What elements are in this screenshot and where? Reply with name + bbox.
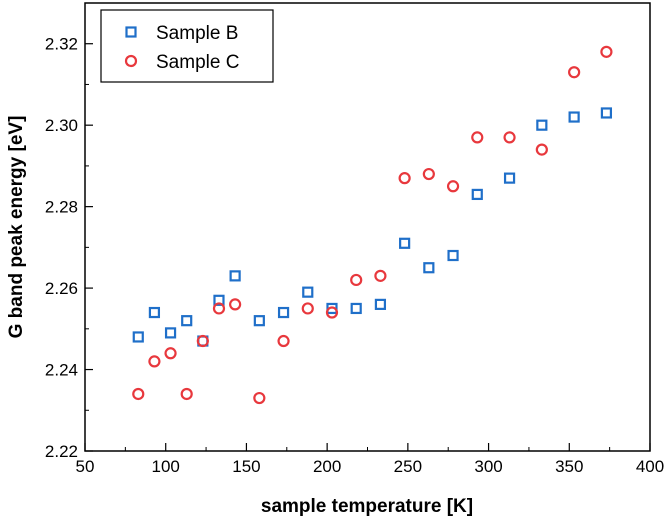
sample-b-point [374, 298, 387, 310]
y-tick-label: 2.32 [45, 35, 78, 54]
sample-c-point [277, 334, 290, 348]
sample-b-point [132, 331, 144, 343]
x-tick-label: 200 [313, 457, 341, 476]
legend: Sample B Sample C [100, 9, 274, 83]
sample-b-point [471, 188, 483, 201]
sample-b-point [277, 306, 290, 319]
y-axis-label: G band peak energy [eV] [6, 116, 27, 339]
sample-c-point [301, 302, 314, 315]
sample-c-point [350, 273, 363, 287]
sample-c-point [229, 298, 242, 311]
sample-c-point [212, 302, 226, 315]
x-tick-label: 400 [636, 457, 664, 476]
sample-c-point [132, 387, 145, 401]
sample-c-point [398, 172, 411, 185]
x-tick-label: 50 [76, 457, 95, 476]
sample-c-point [374, 269, 387, 282]
sample-b-point [536, 119, 548, 131]
y-tick-label: 2.28 [45, 198, 78, 217]
legend-label-sample-c: Sample C [156, 52, 239, 73]
sample-c-point [164, 347, 177, 360]
sample-b-point [253, 315, 265, 327]
sample-c-point [535, 143, 548, 156]
sample-c-point [568, 66, 581, 79]
sample-b-point [503, 172, 516, 184]
sample-b-point [302, 286, 314, 298]
sample-b-point [181, 315, 193, 327]
legend-box [100, 9, 274, 83]
sample-b-point [164, 327, 177, 339]
sample-c-point [422, 167, 435, 181]
sample-c-point [471, 131, 484, 144]
legend-marker-sample-c [124, 54, 138, 68]
x-tick-label: 150 [232, 457, 260, 476]
sample-c-point [196, 334, 209, 348]
sample-b-point [148, 306, 161, 319]
sample-b-point [447, 249, 459, 262]
sample-c-point [600, 45, 613, 58]
x-tick-label: 350 [555, 457, 583, 476]
sample-c-point [180, 387, 193, 401]
sample-b-point [213, 294, 225, 306]
sample-c-point [503, 131, 516, 144]
sample-b-point [423, 262, 435, 274]
sample-c-point [446, 180, 460, 193]
x-axis-label: sample temperature [K] [261, 496, 473, 517]
sample-c-point [148, 355, 161, 368]
x-tick-label: 100 [152, 457, 180, 476]
sample-b-point [568, 111, 580, 123]
sample-b-point [399, 237, 411, 249]
sample-c-point [325, 306, 339, 319]
legend-label-sample-b: Sample B [156, 23, 238, 44]
sample-b-point [600, 107, 613, 119]
y-tick-label: 2.26 [45, 279, 78, 298]
sample-b-point [350, 302, 362, 315]
y-tick-label: 2.22 [45, 442, 78, 461]
x-tick-label: 250 [394, 457, 422, 476]
sample-b-point [229, 270, 241, 282]
legend-marker-sample-b [125, 26, 137, 38]
y-tick-label: 2.30 [45, 116, 78, 135]
x-tick-label: 300 [474, 457, 502, 476]
sample-c-point [253, 391, 266, 405]
data-points [132, 45, 613, 405]
axis-ticks: 50 100 150 200 250 300 350 400 2.22 2.24 2.26 2.28 2… [45, 35, 664, 476]
y-tick-label: 2.24 [45, 361, 78, 380]
